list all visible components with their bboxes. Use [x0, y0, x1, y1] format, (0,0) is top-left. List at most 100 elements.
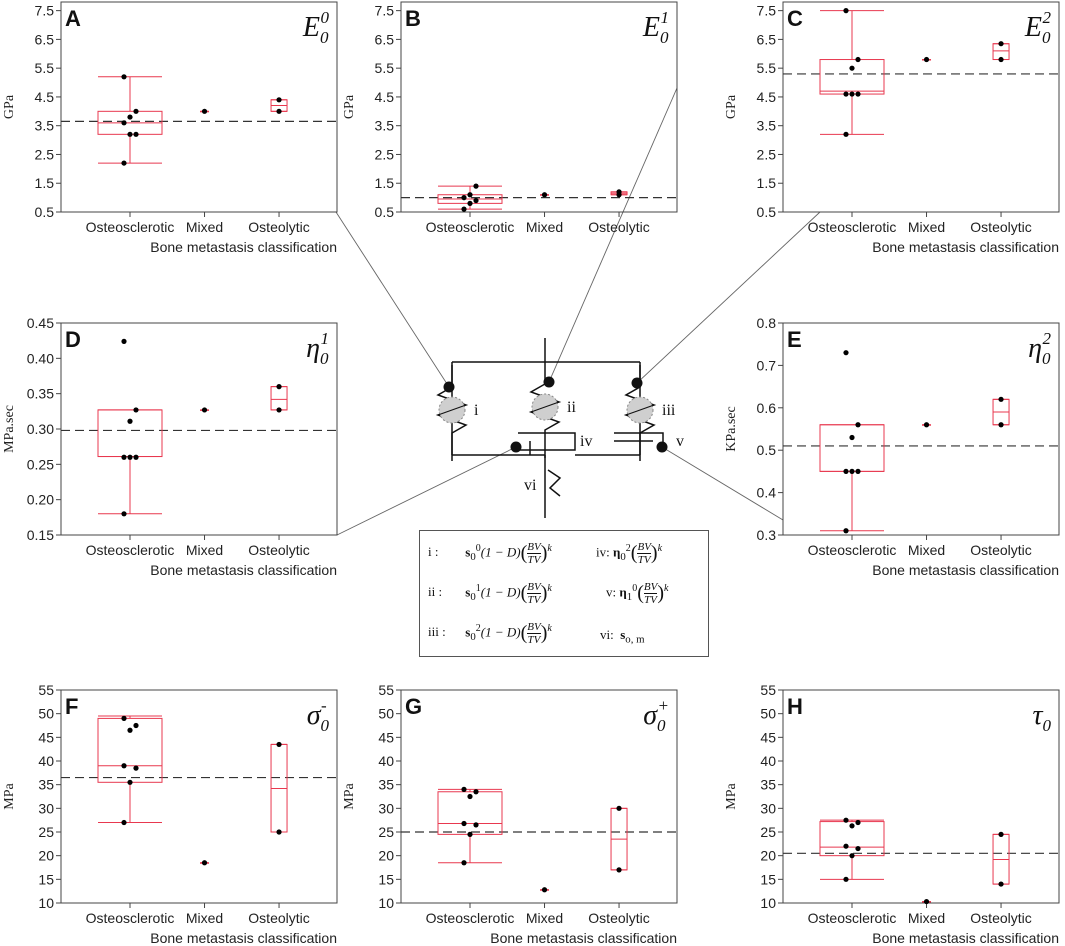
- data-point: [855, 91, 861, 97]
- y-tick-label: 0.8: [757, 315, 777, 331]
- x-tick-label: Osteolytic: [970, 910, 1031, 926]
- data-point: [843, 876, 849, 882]
- parameter-base: E: [1024, 12, 1042, 43]
- x-tick-label: Mixed: [526, 219, 563, 235]
- k-exponent: k: [657, 543, 663, 555]
- data-point: [133, 722, 139, 729]
- parameter-subscript: 0: [321, 716, 330, 735]
- parameter-base: E: [302, 12, 320, 43]
- y-axis-label: KPa.sec: [724, 406, 739, 452]
- y-tick-label: 7.5: [35, 3, 55, 19]
- box-group-mixed: [540, 887, 550, 893]
- parameter-symbol: τ0: [1032, 700, 1051, 735]
- panel-letter: F: [65, 694, 78, 719]
- parameter-base: σ: [307, 700, 322, 731]
- y-axis-label: MPa: [2, 782, 17, 809]
- parameter-subscript: 0: [1043, 716, 1052, 735]
- connector-line: [336, 446, 517, 536]
- spring-ii: ii: [528, 362, 576, 458]
- parameter-symbol: η01: [306, 329, 329, 368]
- y-tick-label: 0.5: [757, 204, 777, 220]
- formula-v: v: η10(BV TV)k: [606, 581, 669, 606]
- y-tick-label: 7.5: [375, 3, 395, 19]
- y-tick-label: 50: [760, 706, 776, 722]
- parameter-subscript: 0: [1042, 349, 1051, 368]
- data-point: [121, 819, 127, 826]
- x-axis-label: Bone metastasis classification: [490, 930, 677, 946]
- y-tick-label: 10: [378, 895, 394, 911]
- parameter-symbol: σ0+: [643, 696, 669, 735]
- formula-iv-symbol: η: [612, 544, 621, 560]
- data-point: [541, 192, 548, 198]
- formula-ii: ii : s01(1 − D)(BV TV)k: [428, 581, 552, 606]
- box-group-osteolytic: [992, 831, 1010, 887]
- y-tick-label: 1.5: [35, 175, 55, 191]
- y-axis-label: MPa: [724, 782, 739, 809]
- data-point: [849, 468, 855, 474]
- y-tick-label: 4.5: [375, 89, 395, 105]
- bv-text: BV: [527, 621, 541, 633]
- y-tick-label: 45: [38, 729, 54, 745]
- data-point: [121, 338, 127, 344]
- panel-letter: H: [787, 694, 803, 719]
- x-axis-label: Bone metastasis classification: [872, 930, 1059, 946]
- plot-frame: [782, 689, 1060, 904]
- plot-frame: [60, 322, 338, 536]
- y-tick-label: 40: [378, 753, 394, 769]
- data-point: [923, 898, 930, 905]
- y-tick-label: 15: [760, 871, 776, 887]
- data-point: [461, 820, 467, 827]
- data-point: [133, 454, 139, 460]
- y-axis-label: GPa: [342, 94, 357, 119]
- x-axis-label: Bone metastasis classification: [872, 239, 1059, 255]
- data-point: [855, 819, 861, 826]
- x-tick-label: Osteosclerotic: [808, 219, 897, 235]
- y-tick-label: 5.5: [757, 60, 777, 76]
- parameter-base: η: [1028, 333, 1042, 364]
- formula-vi-label: vi:: [600, 627, 614, 642]
- damage-term: (1 − D): [480, 544, 521, 560]
- connection-dot: [631, 377, 643, 389]
- x-tick-label: Osteosclerotic: [86, 219, 175, 235]
- y-tick-label: 35: [38, 777, 54, 793]
- data-point: [855, 845, 861, 852]
- y-tick-label: 0.6: [757, 400, 777, 416]
- plot-frame: [400, 1, 678, 213]
- box-iqr: [97, 409, 163, 458]
- data-point: [998, 396, 1004, 402]
- x-tick-label: Mixed: [186, 910, 223, 926]
- parameter-subscript: 0: [1042, 28, 1051, 47]
- y-tick-label: 45: [760, 729, 776, 745]
- box-group-mixed: [200, 860, 210, 866]
- y-tick-label: 0.35: [27, 386, 54, 402]
- data-point: [127, 454, 133, 460]
- panel-g: 10 15 20 25 30 35 40 45 50 55 Osteosclerotic Mixed O…: [342, 682, 678, 946]
- data-point: [121, 763, 127, 769]
- formula-i-symbol: s: [465, 544, 471, 560]
- x-tick-label: Osteosclerotic: [86, 910, 175, 926]
- y-tick-label: 3.5: [35, 118, 55, 134]
- x-tick-label: Osteolytic: [970, 542, 1031, 558]
- panel-d: 0.15 0.20 0.25 0.30 0.35 0.40 0.45 Osteosclerot…: [2, 315, 338, 578]
- data-point: [127, 727, 133, 733]
- y-tick-label: 6.5: [35, 31, 55, 47]
- box-group-osteolytic: [992, 396, 1010, 428]
- element-label: vi: [524, 477, 537, 494]
- data-point: [461, 206, 467, 212]
- x-tick-label: Osteosclerotic: [808, 910, 897, 926]
- connector-line: [548, 87, 678, 383]
- x-tick-label: Mixed: [908, 542, 945, 558]
- data-point: [467, 200, 473, 206]
- panel-letter: E: [787, 327, 802, 352]
- data-point: [133, 131, 139, 137]
- y-tick-label: 0.45: [27, 315, 54, 331]
- y-tick-label: 0.5: [35, 204, 55, 220]
- panel-e: 0.3 0.4 0.5 0.6 0.7 0.8 Osteosclerotic Mixed Ost…: [724, 315, 1060, 578]
- y-tick-label: 7.5: [757, 3, 777, 19]
- data-point: [121, 120, 127, 126]
- panel-b: 0.5 1.5 2.5 3.5 4.5 5.5 6.5 7.5 Osteosclerotic Mi…: [342, 1, 678, 235]
- data-point: [616, 805, 622, 811]
- box-group-osteolytic: [992, 41, 1010, 63]
